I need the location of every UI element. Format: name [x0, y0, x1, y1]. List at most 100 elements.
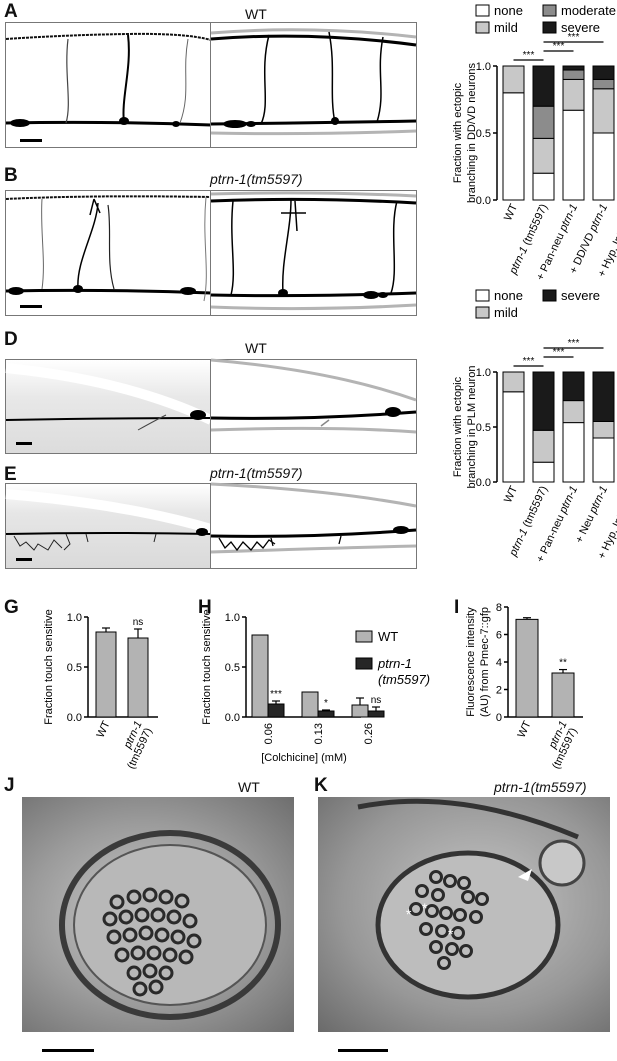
- microtubule: [425, 904, 439, 918]
- legend-label: severe: [561, 20, 600, 35]
- significance-label: ***: [568, 338, 580, 349]
- bar: [251, 634, 269, 718]
- microtubule: [106, 929, 122, 945]
- legend-label: mild: [494, 20, 518, 35]
- y-tick-label: 0.5: [476, 128, 491, 140]
- bar-segment: [562, 65, 585, 71]
- y-tick-label: 1.0: [225, 612, 240, 624]
- significance-label: ***: [523, 50, 535, 61]
- microtubule: [146, 945, 162, 961]
- x-tick-label: 0.13: [313, 723, 325, 744]
- panel-b-title: ptrn-1(tm5597): [210, 171, 303, 187]
- y-tick-label: 0: [496, 712, 502, 724]
- microtubule: [126, 889, 142, 905]
- bar: [551, 672, 575, 718]
- panel-j-title: WT: [238, 779, 260, 795]
- significance-label: ns: [371, 695, 382, 706]
- y-axis-label: Fraction with ectopic: [452, 376, 464, 477]
- microtubule: [429, 870, 443, 884]
- bar-segment: [532, 371, 555, 431]
- bar: [515, 618, 539, 718]
- microtubule: [419, 922, 433, 936]
- y-tick-label: 1.0: [476, 367, 491, 379]
- scale-bar: [20, 139, 42, 142]
- bar-segment: [562, 371, 585, 402]
- y-tick-label: 1.0: [67, 612, 82, 624]
- legend-swatch: [475, 306, 490, 319]
- panel-b-micrograph: [5, 195, 212, 302]
- legend-swatch: [475, 4, 490, 17]
- significance-label: ***: [523, 356, 535, 367]
- microtubule: [122, 927, 138, 943]
- panel-label-a: A: [4, 1, 18, 22]
- microtubule: [451, 926, 465, 940]
- microtubule: [118, 909, 134, 925]
- panel-e-title: ptrn-1(tm5597): [210, 465, 303, 481]
- microtubule: [138, 925, 154, 941]
- panel-b-tracing: [210, 191, 417, 315]
- microtubule: [174, 893, 190, 909]
- y-tick-label: 0.5: [67, 662, 82, 674]
- svg-text:*: *: [448, 926, 454, 942]
- y-tick-label: 2: [496, 685, 502, 697]
- microtubule: [132, 981, 148, 997]
- microtubule: [102, 911, 118, 927]
- microtubule: [148, 979, 164, 995]
- panel-d-tracing: [210, 358, 417, 453]
- bar-segment: [532, 65, 555, 107]
- y-tick-label: 0.0: [476, 477, 491, 489]
- microtubule: [134, 907, 150, 923]
- microtubule: [126, 965, 142, 981]
- panel-label-e: E: [4, 464, 17, 485]
- panel-e-micrograph: [5, 489, 213, 551]
- microtubule: [475, 892, 489, 906]
- x-tick-label: 0.06: [263, 723, 275, 744]
- y-axis-label: Fluorescence intensity: [465, 607, 477, 717]
- y-tick-label: 8: [496, 602, 502, 614]
- legend-swatch: [475, 21, 490, 34]
- microtubule: [461, 890, 475, 904]
- panel-label-j: J: [4, 775, 15, 796]
- legend-swatch: [475, 289, 490, 302]
- legend-swatch: [355, 630, 373, 643]
- panel-b-image: [5, 190, 417, 316]
- panel-e-tracing: [210, 482, 417, 568]
- legend-label: (tm5597): [378, 672, 430, 687]
- svg-text:*: *: [422, 900, 428, 916]
- microtubule: [158, 889, 174, 905]
- y-axis-label: Fraction touch sensitive: [43, 609, 55, 725]
- microtubule: [445, 942, 459, 956]
- panel-label-h: H: [198, 597, 212, 618]
- y-tick-label: 0.0: [225, 712, 240, 724]
- scale-bar: [16, 442, 32, 445]
- legend-swatch: [542, 4, 557, 17]
- microtubule: [166, 909, 182, 925]
- scale-bar-k: [338, 1049, 388, 1052]
- microtubule: [453, 908, 467, 922]
- legend-label: moderate: [561, 3, 616, 18]
- scale-bar: [20, 305, 42, 308]
- microtubule: [109, 894, 125, 910]
- x-tick-label: ptrn-1(tm5597): [539, 719, 580, 771]
- y-tick-label: 0.5: [225, 662, 240, 674]
- panel-a-image: [5, 22, 417, 148]
- panel-a-title: WT: [245, 6, 267, 22]
- microtubule: [459, 944, 473, 958]
- microtubule: [437, 956, 451, 970]
- legend-swatch: [355, 657, 373, 670]
- microtubule: [435, 924, 449, 938]
- y-tick-label: 6: [496, 630, 502, 642]
- panel-d-title: WT: [245, 340, 267, 356]
- microtubule: [130, 945, 146, 961]
- legend-swatch: [542, 289, 557, 302]
- microtubule: [114, 947, 130, 963]
- y-tick-label: 0.0: [67, 712, 82, 724]
- microtubule: [429, 940, 443, 954]
- arrowhead-marker: [518, 869, 532, 881]
- y-tick-label: 0.5: [476, 422, 491, 434]
- microtubule: [150, 907, 166, 923]
- legend-label: none: [494, 3, 523, 18]
